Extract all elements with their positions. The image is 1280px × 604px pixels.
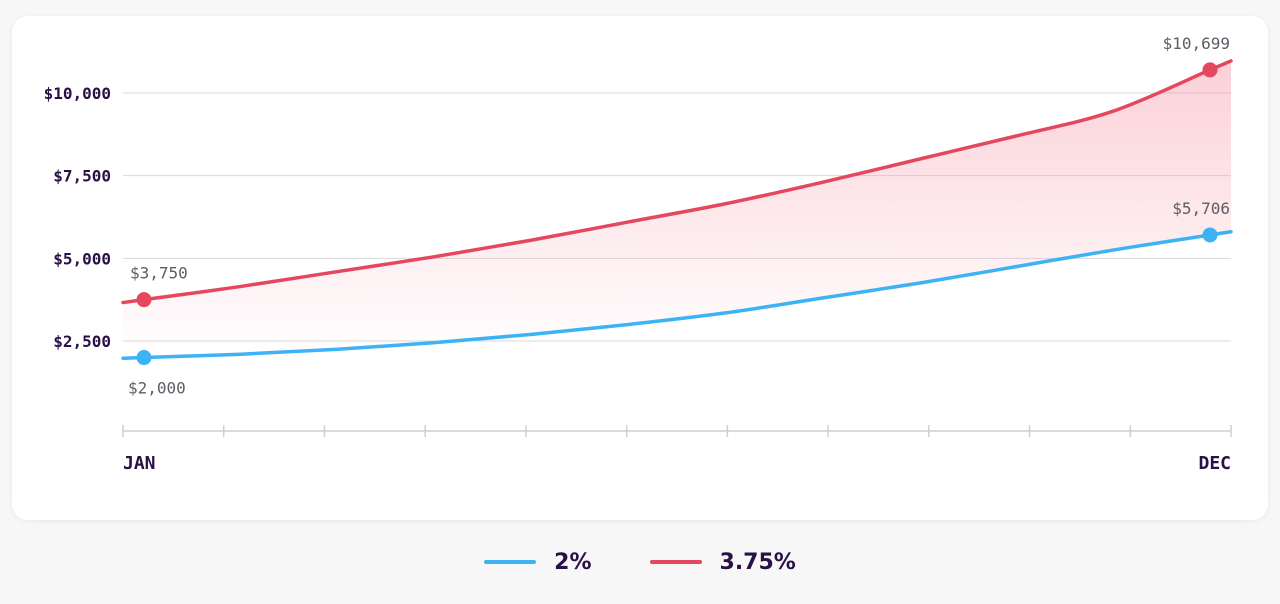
data-label-3-75pct-start: $3,750 <box>130 264 188 283</box>
data-point-2pct-start <box>136 350 152 366</box>
y-axis: $10,000 $7,500 $5,000 $2,500 <box>44 84 111 351</box>
legend-swatch-series-1 <box>484 560 537 564</box>
data-labels: $3,750 $10,699 $2,000 $5,706 <box>128 34 1230 398</box>
series-line-3-75pct <box>121 59 1233 305</box>
legend-item-series-2[interactable]: 3.75% <box>649 549 796 575</box>
data-point-3-75pct-start <box>136 292 152 308</box>
area-between-series <box>123 60 1231 359</box>
data-label-2pct-end: $5,706 <box>1172 199 1230 218</box>
y-tick-label: $7,500 <box>53 167 111 186</box>
y-tick-label: $2,500 <box>53 332 111 351</box>
y-tick-label: $5,000 <box>53 249 111 268</box>
legend-label-series-2: 3.75% <box>719 549 796 575</box>
series-lines <box>121 59 1233 360</box>
x-axis: JAN DEC <box>122 425 1232 474</box>
data-point-3-75pct-end <box>1202 62 1218 78</box>
data-point-2pct-end <box>1202 227 1218 243</box>
legend-label-series-1: 2% <box>554 549 592 575</box>
y-tick-label: $10,000 <box>44 84 111 103</box>
line-chart: $10,000$7,500$5,000$2,500 JAN DEC $3,750$… <box>44 34 1233 474</box>
x-tick-label: JAN <box>123 453 156 474</box>
series-line-2pct <box>121 229 1233 360</box>
data-points <box>136 62 1218 366</box>
data-label-2pct-start: $2,000 <box>128 379 186 398</box>
area-fill <box>123 60 1231 359</box>
x-tick-label: DEC <box>1198 453 1231 474</box>
legend-swatch-series-2 <box>649 560 702 564</box>
legend-item-series-1[interactable]: 2% <box>484 549 592 575</box>
data-label-3-75pct-end: $10,699 <box>1163 34 1230 53</box>
legend: 2% 3.75% <box>0 540 1280 584</box>
